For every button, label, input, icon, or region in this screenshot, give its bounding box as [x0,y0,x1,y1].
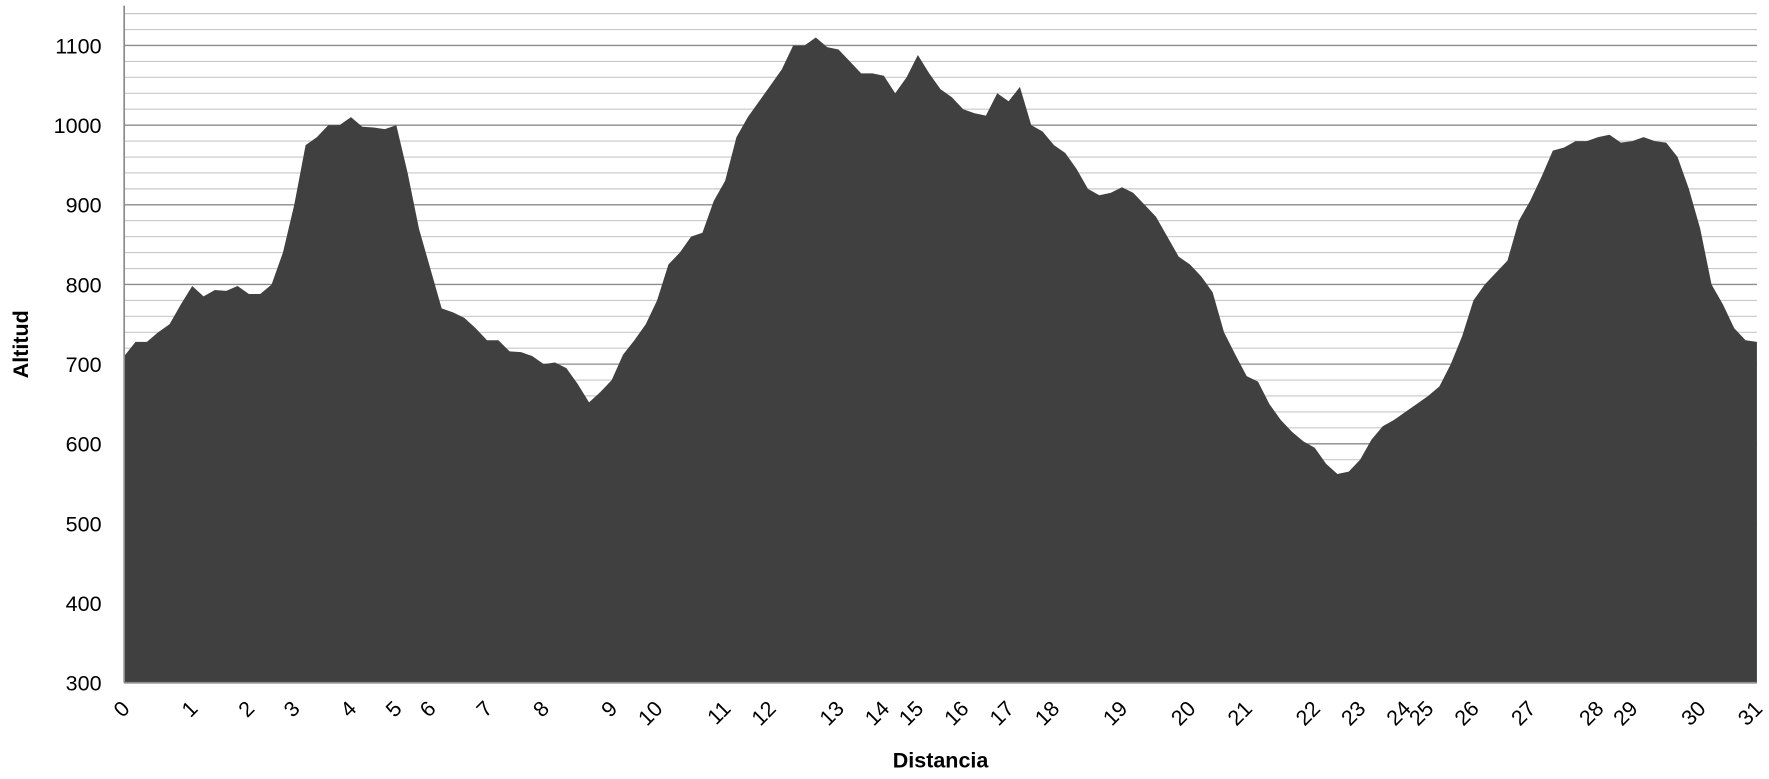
y-tick-label: 1000 [54,114,102,138]
y-tick-label: 500 [66,512,102,536]
x-tick-label: 20 [1166,696,1200,730]
x-tick-label: 10 [634,696,668,730]
x-tick-label: 22 [1291,696,1325,730]
x-tick-label: 29 [1609,696,1643,730]
x-tick-label: 7 [472,696,497,721]
x-axis-title: Distancia [893,749,990,773]
x-tick-label: 15 [894,696,928,730]
x-tick-label: 23 [1337,696,1371,730]
y-axis-title: Altitud [9,310,33,378]
x-tick-label: 0 [109,696,134,721]
y-tick-label: 300 [66,672,102,696]
x-tick-label: 26 [1450,696,1484,730]
x-tick-label: 19 [1098,696,1132,730]
x-tick-label: 21 [1223,696,1257,730]
y-tick-label: 900 [66,194,102,218]
x-tick-label: 3 [279,696,304,721]
x-tick-label: 31 [1733,696,1767,730]
x-tick-label: 16 [940,696,974,730]
x-tick-label: 27 [1507,696,1541,730]
x-tick-label: 1 [177,696,202,721]
y-tick-label: 1100 [55,34,101,58]
y-tick-label: 700 [66,353,102,377]
area [124,37,1757,683]
x-tick-label: 17 [985,696,1019,730]
x-tick-label: 13 [815,696,849,730]
x-tick-label: 9 [597,696,622,721]
y-tick-label: 600 [66,433,102,457]
x-tick-label: 5 [381,696,406,721]
x-tick-label: 28 [1575,696,1609,730]
x-tick-label: 30 [1677,696,1711,730]
x-tick-label: 14 [860,696,894,730]
x-tick-label: 18 [1030,696,1064,730]
x-tick-label: 12 [747,696,781,730]
x-tick-label: 4 [336,696,361,721]
x-tick-label: 11 [703,696,736,729]
x-tick-label: 8 [529,696,554,721]
x-tick-label: 6 [415,696,440,721]
y-tick-label: 400 [66,592,102,616]
x-tick-label: 2 [234,696,259,721]
x-tick-label: 25 [1405,696,1439,730]
y-tick-label: 800 [66,273,102,297]
